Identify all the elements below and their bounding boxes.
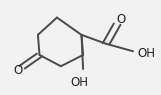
Text: O: O bbox=[116, 13, 125, 26]
Text: O: O bbox=[13, 64, 22, 77]
Text: OH: OH bbox=[70, 76, 88, 89]
Text: OH: OH bbox=[138, 47, 156, 60]
